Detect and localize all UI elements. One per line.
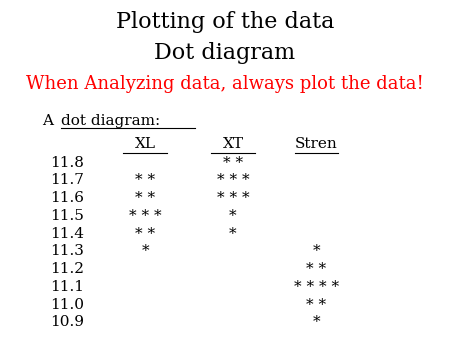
Text: * * *: * * * <box>216 191 249 205</box>
Text: 11.2: 11.2 <box>50 262 84 276</box>
Text: *: * <box>229 209 237 223</box>
Text: *: * <box>313 315 320 330</box>
Text: 11.1: 11.1 <box>50 280 84 294</box>
Text: Stren: Stren <box>295 137 338 151</box>
Text: 10.9: 10.9 <box>50 315 84 330</box>
Text: Dot diagram: Dot diagram <box>154 42 296 64</box>
Text: * * * *: * * * * <box>294 280 339 294</box>
Text: * *: * * <box>306 298 327 312</box>
Text: * *: * * <box>306 262 327 276</box>
Text: 11.3: 11.3 <box>50 244 84 259</box>
Text: * * *: * * * <box>216 173 249 187</box>
Text: When Analyzing data, always plot the data!: When Analyzing data, always plot the dat… <box>26 75 424 93</box>
Text: 11.4: 11.4 <box>50 227 84 241</box>
Text: 11.0: 11.0 <box>50 298 84 312</box>
Text: 11.7: 11.7 <box>50 173 84 187</box>
Text: XT: XT <box>222 137 243 151</box>
Text: * *: * * <box>135 191 155 205</box>
Text: 11.6: 11.6 <box>50 191 84 205</box>
Text: *: * <box>229 227 237 241</box>
Text: 11.5: 11.5 <box>50 209 84 223</box>
Text: * *: * * <box>135 173 155 187</box>
Text: * *: * * <box>223 155 243 170</box>
Text: * * *: * * * <box>129 209 162 223</box>
Text: XL: XL <box>135 137 156 151</box>
Text: *: * <box>313 244 320 259</box>
Text: Plotting of the data: Plotting of the data <box>116 11 334 33</box>
Text: A: A <box>42 114 58 128</box>
Text: dot diagram:: dot diagram: <box>61 114 160 128</box>
Text: *: * <box>142 244 149 259</box>
Text: * *: * * <box>135 227 155 241</box>
Text: 11.8: 11.8 <box>50 155 84 170</box>
